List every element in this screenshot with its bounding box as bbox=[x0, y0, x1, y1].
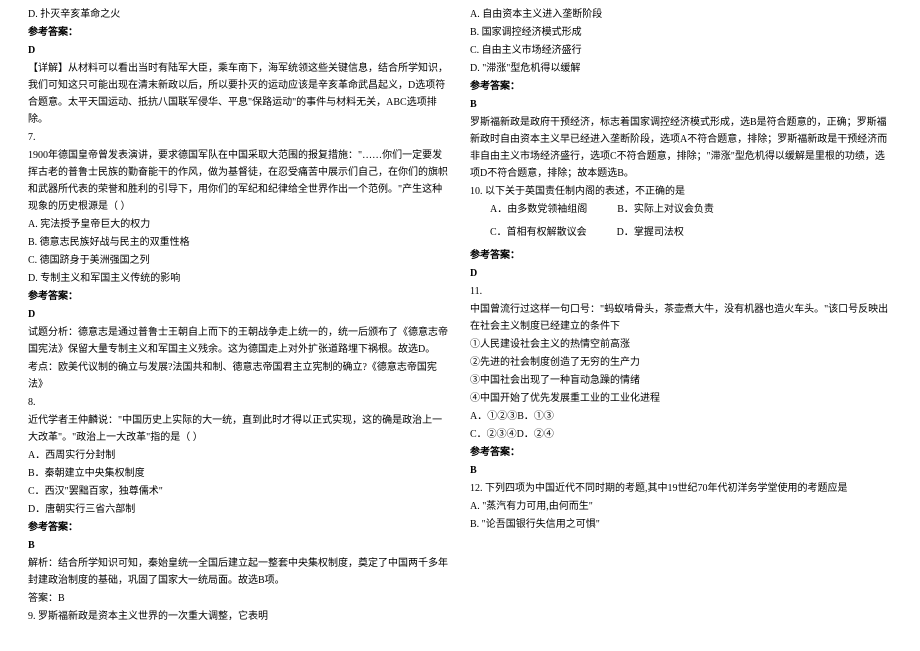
q6-explanation: 【详解】从材料可以看出当时有陆军大臣，乘车南下，海军统领这些关键信息，结合所学知… bbox=[28, 60, 450, 128]
q8-stem: 近代学者王仲麟说："中国历史上实际的大一统，直到此时才得以正式实现，这的确是政治… bbox=[28, 412, 450, 446]
q11-item-3: ③中国社会出现了一种盲动急躁的情绪 bbox=[470, 372, 892, 389]
q10-answer-label: 参考答案： bbox=[470, 247, 892, 264]
q6-answer: D bbox=[28, 42, 450, 59]
q11-answer-label: 参考答案： bbox=[470, 444, 892, 461]
q7-option-d: D. 专制主义和军国主义传统的影响 bbox=[28, 270, 450, 287]
q12-option-b: B. "论吾国银行失信用之可惧" bbox=[470, 516, 892, 533]
q11-answer: B bbox=[470, 462, 892, 479]
q11-number: 11. bbox=[470, 283, 892, 300]
q6-answer-label: 参考答案： bbox=[28, 24, 450, 41]
q9-option-b: B. 国家调控经济模式形成 bbox=[470, 24, 892, 41]
q10-option-d: D．掌握司法权 bbox=[617, 224, 684, 241]
q12-option-a: A. "蒸汽有力可用,由何而生" bbox=[470, 498, 892, 515]
q10-option-a: A．由多数党领袖组阁 bbox=[490, 201, 587, 218]
q9-option-d: D. "滞涨"型危机得以缓解 bbox=[470, 60, 892, 77]
left-column: D. 扑灭辛亥革命之火 参考答案： D 【详解】从材料可以看出当时有陆军大臣，乘… bbox=[18, 6, 460, 645]
q9-answer: B bbox=[470, 96, 892, 113]
q8-answer: B bbox=[28, 537, 450, 554]
q10-option-b: B．实际上对议会负责 bbox=[617, 201, 714, 218]
q9-explanation: 罗斯福新政是政府干预经济，标志着国家调控经济模式形成，选B是符合题意的，正确；罗… bbox=[470, 114, 892, 182]
q8-number: 8. bbox=[28, 394, 450, 411]
q7-explanation-2: 考点：欧美代议制的确立与发展?法国共和制、德意志帝国君主立宪制的确立?《德意志帝… bbox=[28, 359, 450, 393]
q7-stem: 1900年德国皇帝曾发表演讲，要求德国军队在中国采取大范围的报复措施："……你们… bbox=[28, 147, 450, 215]
q8-final-answer: 答案：B bbox=[28, 590, 450, 607]
q11-option-ab: A．①②③B．①③ bbox=[470, 408, 892, 425]
q9-answer-label: 参考答案： bbox=[470, 78, 892, 95]
right-column: A. 自由资本主义进入垄断阶段 B. 国家调控经济模式形成 C. 自由主义市场经… bbox=[460, 6, 902, 645]
q8-explanation: 解析：结合所学知识可知，秦始皇统一全国后建立起一整套中央集权制度，奠定了中国两千… bbox=[28, 555, 450, 589]
q9-option-c: C. 自由主义市场经济盛行 bbox=[470, 42, 892, 59]
q8-answer-label: 参考答案： bbox=[28, 519, 450, 536]
q8-option-a: A．西周实行分封制 bbox=[28, 447, 450, 464]
q11-item-1: ①人民建设社会主义的热情空前高涨 bbox=[470, 336, 892, 353]
q10-options-row2: C．首相有权解散议会 D．掌握司法权 bbox=[470, 224, 892, 241]
q11-stem: 中国曾流行过这样一句口号："蚂蚁啃骨头，茶壶煮大牛，没有机器也造火车头。"该口号… bbox=[470, 301, 892, 335]
q11-item-4: ④中国开始了优先发展重工业的工业化进程 bbox=[470, 390, 892, 407]
q7-option-b: B. 德意志民族好战与民主的双重性格 bbox=[28, 234, 450, 251]
q10-options-row1: A．由多数党领袖组阁 B．实际上对议会负责 bbox=[470, 201, 892, 218]
q10-option-c: C．首相有权解散议会 bbox=[490, 224, 587, 241]
q6-option-d: D. 扑灭辛亥革命之火 bbox=[28, 6, 450, 23]
q12-stem: 12. 下列四项为中国近代不同时期的考题,其中19世纪70年代初洋务学堂使用的考… bbox=[470, 480, 892, 497]
q10-stem: 10. 以下关于英国责任制内阁的表述，不正确的是 bbox=[470, 183, 892, 200]
q7-option-c: C. 德国跻身于美洲强国之列 bbox=[28, 252, 450, 269]
q8-option-d: D．唐朝实行三省六部制 bbox=[28, 501, 450, 518]
q7-answer: D bbox=[28, 306, 450, 323]
q7-answer-label: 参考答案： bbox=[28, 288, 450, 305]
q8-option-c: C．西汉"罢黜百家，独尊儒术" bbox=[28, 483, 450, 500]
q11-option-cd: C．②③④D．②④ bbox=[470, 426, 892, 443]
q7-option-a: A. 宪法授予皇帝巨大的权力 bbox=[28, 216, 450, 233]
q7-number: 7. bbox=[28, 129, 450, 146]
q10-answer: D bbox=[470, 265, 892, 282]
q8-option-b: B．秦朝建立中央集权制度 bbox=[28, 465, 450, 482]
q7-explanation-1: 试题分析：德意志是通过普鲁士王朝自上而下的王朝战争走上统一的，统一后颁布了《德意… bbox=[28, 324, 450, 358]
q11-item-2: ②先进的社会制度创造了无穷的生产力 bbox=[470, 354, 892, 371]
q9-stem: 9. 罗斯福新政是资本主义世界的一次重大调整，它表明 bbox=[28, 608, 450, 625]
q9-option-a: A. 自由资本主义进入垄断阶段 bbox=[470, 6, 892, 23]
